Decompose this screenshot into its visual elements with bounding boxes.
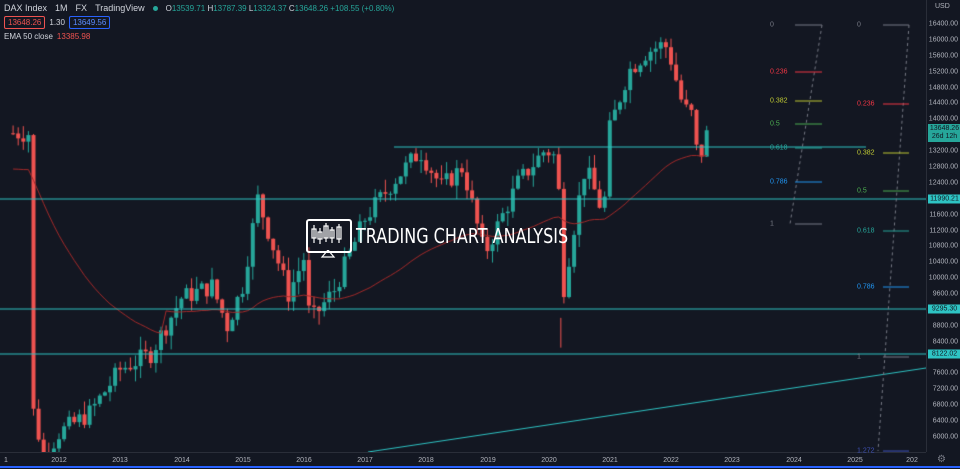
price-tick: 13200.00: [928, 147, 958, 155]
close-value: 13648.26: [294, 3, 329, 13]
high-label: H: [207, 3, 214, 13]
indicator-legend[interactable]: EMA 50 close 13385.98: [4, 32, 90, 41]
fib-level-label: 0.382: [857, 149, 875, 157]
currency-selector[interactable]: USD: [935, 3, 950, 10]
time-tick: 2024: [786, 457, 802, 464]
fib-level-label: 1: [770, 220, 774, 228]
price-tick: 11200.00: [929, 227, 958, 234]
bottom-border: [0, 466, 960, 468]
current-price-tag: 13648.26 26d 12h: [928, 124, 960, 142]
price-tick: 16400.00: [928, 20, 958, 28]
buy-button[interactable]: 13649.56: [68, 16, 111, 29]
price-tick: 8800.00: [932, 322, 958, 330]
level-tag-1: 11990.21: [928, 194, 960, 204]
data-source: TradingView: [95, 3, 145, 13]
fib-level-label: 0.618: [770, 144, 788, 152]
price-tick: 10400.00: [928, 258, 958, 266]
price-tick: 15600.00: [928, 52, 958, 60]
fib-level-label: 0.5: [770, 120, 780, 128]
price-tick: 6000.00: [932, 433, 958, 441]
time-tick: 2013: [112, 457, 128, 464]
fib-level-label: 0.236: [857, 100, 875, 108]
chart-header: DAX Index 1M FX TradingView O13539.71 H1…: [4, 3, 394, 13]
low-label: L: [248, 3, 254, 13]
open-value: 13539.71: [171, 3, 206, 13]
time-tick: 2014: [174, 457, 190, 464]
price-tick: 11600.00: [929, 211, 958, 219]
time-tick: 1: [4, 457, 8, 464]
time-tick: 2016: [296, 457, 312, 464]
low-value: 13324.37: [253, 3, 287, 13]
spread: 1.30: [49, 18, 65, 27]
price-tick: 7200.00: [932, 385, 958, 393]
settings-gear-icon[interactable]: ⚙: [937, 454, 946, 465]
price-tick: 10000.00: [928, 274, 958, 282]
time-tick: 2023: [724, 457, 740, 464]
high-value: 13787.39: [213, 3, 247, 13]
time-tick: 2017: [357, 457, 373, 464]
time-tick: 2012: [51, 457, 67, 464]
indicator-value: 13385.98: [56, 32, 91, 41]
price-tick: 12800.00: [928, 163, 958, 171]
watermark-text: TRADING CHART ANALYSIS: [356, 224, 569, 248]
price-tick: 8400.00: [932, 338, 958, 346]
price-tick: 14800.00: [928, 84, 958, 92]
indicator-label: EMA 50 close: [4, 32, 53, 41]
time-tick: 2019: [480, 457, 496, 464]
fib-level-label: 0.236: [770, 68, 788, 76]
fib-level-label: 0.618: [857, 227, 875, 235]
price-tick: 14400.00: [928, 99, 958, 107]
time-tick: 2022: [663, 457, 679, 464]
price-axis[interactable]: USD 16400.00 16000.00 15600.00 15200.00 1480…: [926, 0, 960, 452]
level-tag-3: 8122.02: [928, 349, 960, 359]
sell-button[interactable]: 13648.26: [4, 16, 46, 29]
level-tag-2: 9295.30: [928, 304, 960, 314]
price-tick: 12400.00: [928, 179, 958, 187]
market-status-dot-icon: [152, 5, 158, 11]
time-tick: 2018: [418, 457, 434, 464]
time-tick: 2015: [235, 457, 251, 464]
time-axis[interactable]: 1 2012 2013 2014 2015 2016 2017 2018 2019 2020 202…: [0, 452, 926, 469]
exchange: FX: [75, 3, 88, 13]
price-chart-canvas[interactable]: [0, 0, 926, 452]
price-tick: 15200.00: [928, 68, 958, 76]
fib-level-label: 0: [857, 21, 861, 29]
fib-level-label: 1.272: [857, 447, 875, 455]
open-label: O: [165, 3, 172, 13]
fib-level-label: 1: [857, 353, 861, 361]
bar-countdown: 26d 12h: [931, 133, 958, 140]
price-tick: 16000.00: [928, 36, 958, 44]
time-tick: 202: [906, 457, 918, 464]
time-tick: 2020: [541, 457, 557, 464]
price-tick: 14000.00: [928, 115, 958, 123]
candlestick-monitor-icon: [306, 219, 352, 258]
current-price: 13648.26: [929, 125, 960, 132]
price-tick: 9600.00: [932, 290, 958, 298]
close-label: C: [288, 3, 295, 13]
fib-level-label: 0.382: [770, 97, 788, 105]
fib-level-label: 0.786: [770, 178, 788, 186]
watermark: TRADING CHART ANALYSIS: [306, 219, 621, 258]
interval[interactable]: 1M: [55, 3, 68, 13]
price-tick: 6400.00: [932, 417, 958, 425]
price-tick: 10800.00: [928, 242, 958, 250]
price-tick: 6800.00: [932, 401, 958, 409]
fib-level-label: 0: [770, 21, 774, 29]
price-tick: 7600.00: [932, 369, 958, 377]
change-value: +108.55 (+0.80%): [330, 3, 395, 13]
ohlc-values: O13539.71 H13787.39 L13324.37 C13648.26 …: [166, 4, 395, 13]
time-tick: 2021: [602, 457, 618, 464]
fib-level-label: 0.5: [857, 187, 867, 195]
time-tick: 2025: [847, 457, 863, 464]
fib-level-label: 0.786: [857, 283, 875, 291]
symbol-name[interactable]: DAX Index: [4, 3, 48, 13]
trade-buttons: 13648.26 1.30 13649.56: [4, 16, 111, 29]
